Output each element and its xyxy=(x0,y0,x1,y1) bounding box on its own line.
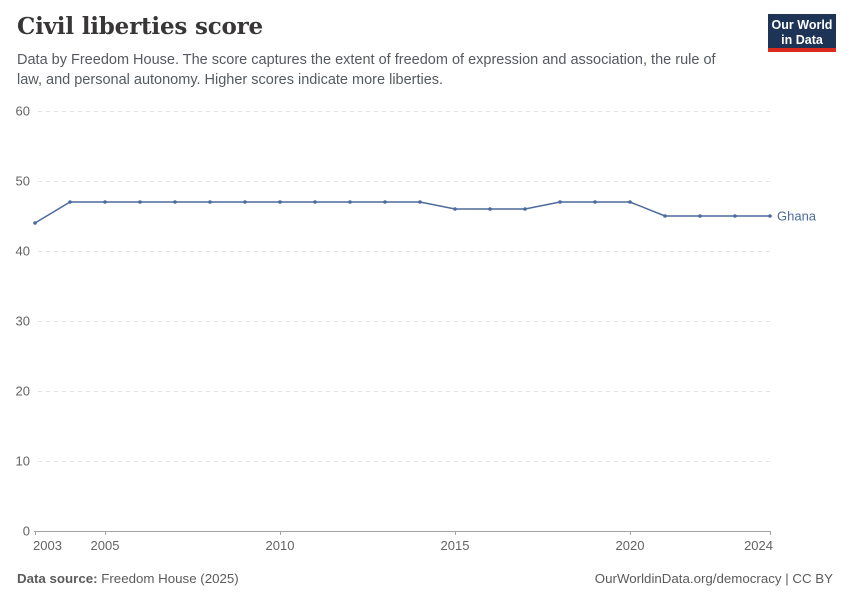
svg-text:2024: 2024 xyxy=(744,538,773,553)
owid-logo-line2: in Data xyxy=(781,33,823,48)
chart-title: Civil liberties score xyxy=(17,13,263,40)
chart-header: Civil liberties score Data by Freedom Ho… xyxy=(17,13,836,90)
svg-text:60: 60 xyxy=(16,104,30,119)
svg-text:10: 10 xyxy=(16,454,30,469)
svg-text:Ghana: Ghana xyxy=(777,209,817,224)
data-source: Data source: Freedom House (2025) xyxy=(17,571,239,586)
chart-subtitle: Data by Freedom House. The score capture… xyxy=(17,51,716,88)
owid-logo-line1: Our World xyxy=(771,18,833,32)
svg-text:40: 40 xyxy=(16,244,30,259)
svg-text:30: 30 xyxy=(16,314,30,329)
license-link[interactable]: OurWorldinData.org/democracy | CC BY xyxy=(594,571,833,586)
line-chart-canvas[interactable]: 0 10 20 30 40 50 60 2003 2005 2010 2015 2020 2024 Gha… xyxy=(0,95,850,557)
owid-logo[interactable]: Our World in Data xyxy=(768,14,836,52)
svg-text:2020: 2020 xyxy=(616,538,645,553)
data-source-value: Freedom House (2025) xyxy=(97,571,239,586)
svg-text:0: 0 xyxy=(23,524,30,539)
data-source-label: Data source: xyxy=(17,571,98,586)
svg-text:2015: 2015 xyxy=(441,538,470,553)
svg-text:2003: 2003 xyxy=(33,538,62,553)
svg-text:2005: 2005 xyxy=(91,538,120,553)
chart-footer: Data source: Freedom House (2025) OurWor… xyxy=(17,571,833,586)
svg-text:50: 50 xyxy=(16,174,30,189)
svg-text:20: 20 xyxy=(16,384,30,399)
svg-text:2010: 2010 xyxy=(266,538,295,553)
